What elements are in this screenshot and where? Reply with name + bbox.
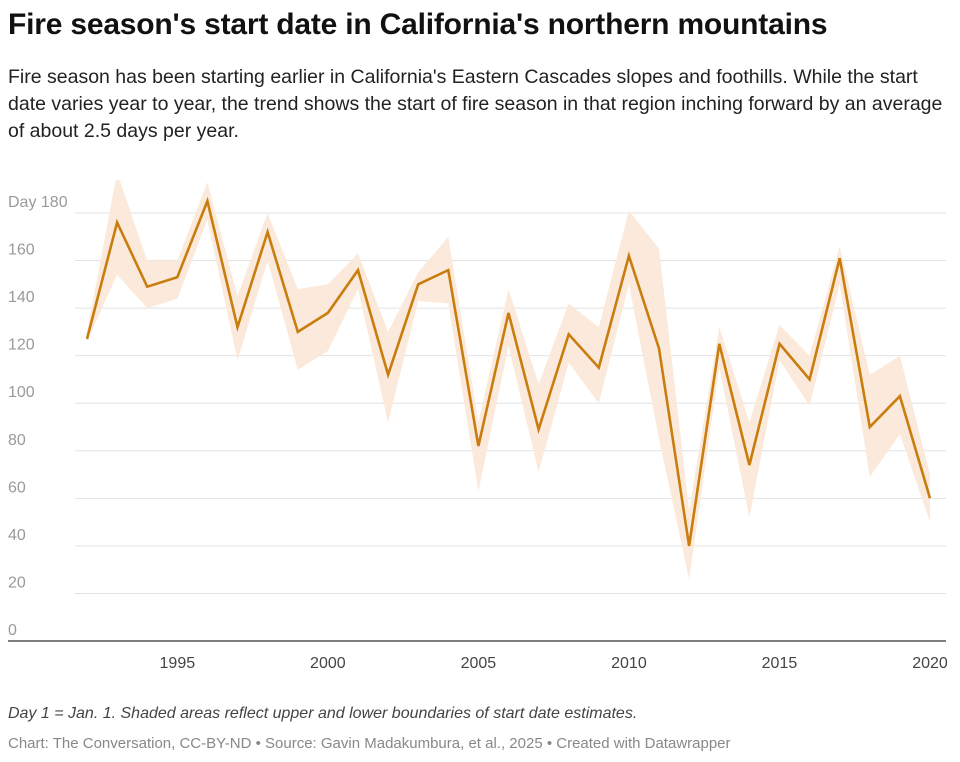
gridlines <box>75 212 946 594</box>
y-axis-ticks: 0 20 40 60 80 100 120 140 160 Day 180 <box>8 194 68 639</box>
y-tick-label: 100 <box>8 384 35 401</box>
x-tick-label: 1995 <box>160 655 196 672</box>
chart-note: Day 1 = Jan. 1. Shaded areas reflect upp… <box>8 705 638 722</box>
series-line <box>85 196 932 547</box>
x-tick-label: 2010 <box>611 655 647 672</box>
x-tick-label: 2005 <box>461 655 497 672</box>
chart-subtitle: Fire season has been starting earlier in… <box>8 66 943 142</box>
y-tick-label: 0 <box>8 622 17 639</box>
y-tick-label: 160 <box>8 242 35 259</box>
y-tick-label: 20 <box>8 574 26 591</box>
x-tick-label: 2000 <box>310 655 346 672</box>
y-tick-label: 60 <box>8 479 26 496</box>
y-tick-label: 80 <box>8 432 26 449</box>
chart-title: Fire season's start date in California's… <box>8 8 828 41</box>
y-tick-label: 120 <box>8 337 35 354</box>
estimate-band <box>87 180 930 580</box>
x-axis-ticks: 1995 2000 2005 2010 2015 2020 <box>160 655 948 672</box>
y-tick-label: 140 <box>8 289 35 306</box>
x-tick-label: 2020 <box>912 655 948 672</box>
y-tick-label: Day 180 <box>8 194 68 211</box>
chart-credit: Chart: The Conversation, CC-BY-ND • Sour… <box>8 735 731 752</box>
x-tick-label: 2015 <box>762 655 798 672</box>
line-chart: 0 20 40 60 80 100 120 140 160 Day 180 1995 2000 200… <box>8 180 948 672</box>
y-tick-label: 40 <box>8 527 26 544</box>
